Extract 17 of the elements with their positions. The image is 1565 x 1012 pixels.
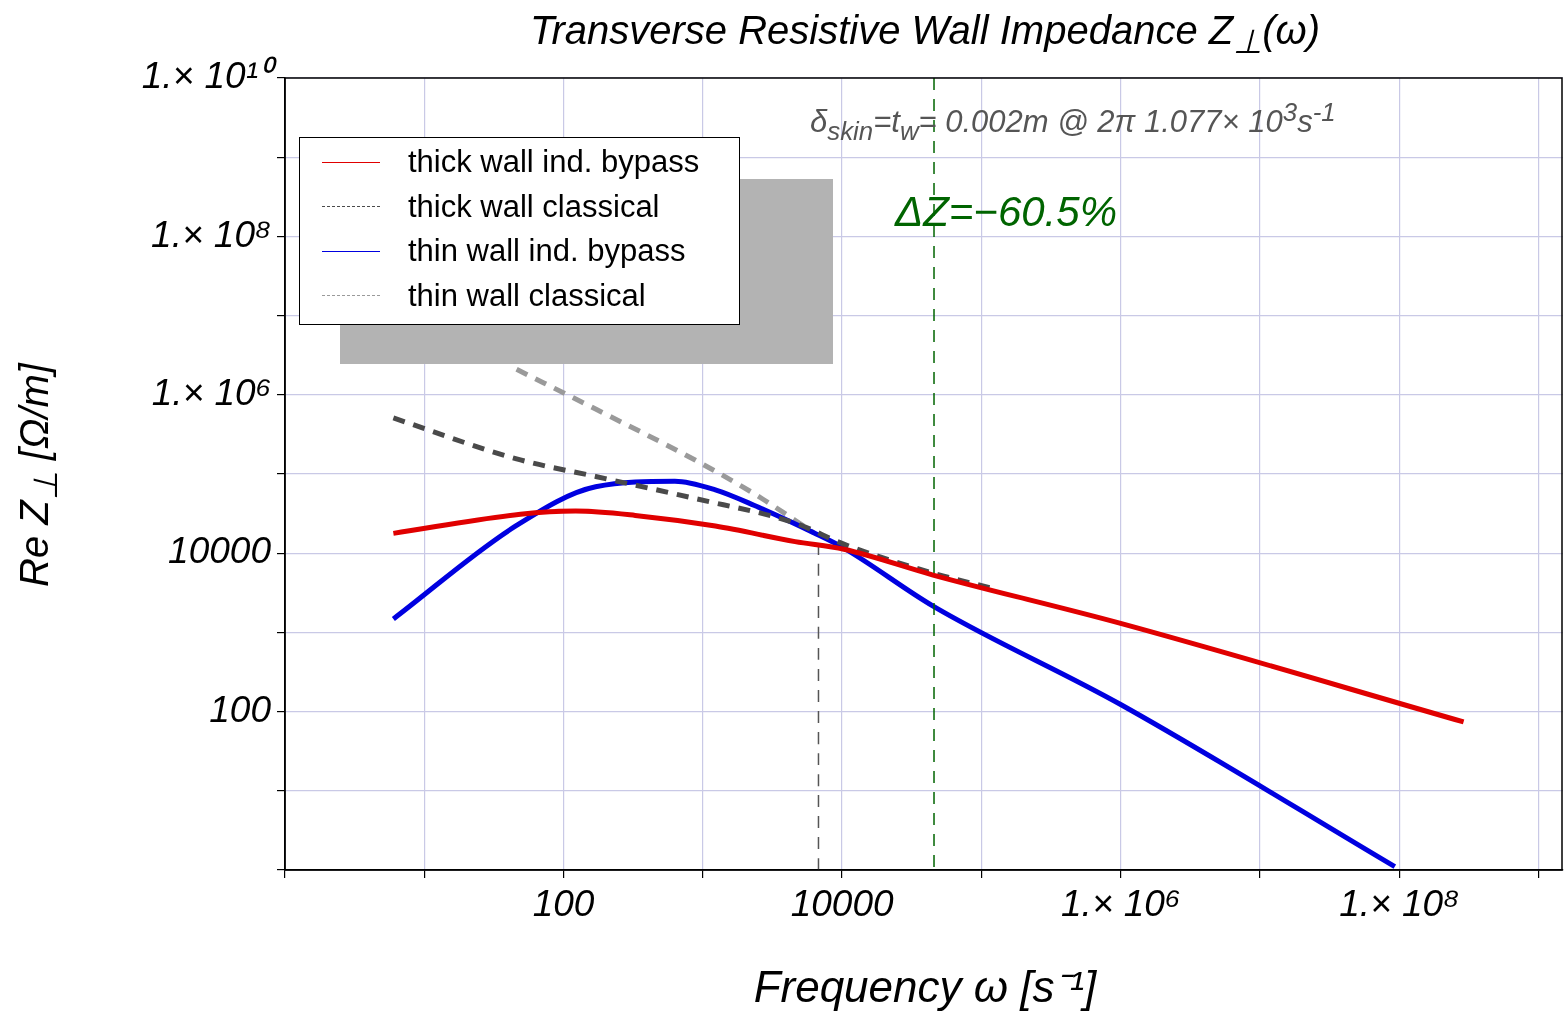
x-tick-label: 1.× 10⁶: [1061, 883, 1181, 925]
legend-label: thin wall classical: [408, 277, 646, 314]
y-tick-label: 1.× 10⁸: [151, 213, 271, 255]
x-axis-title: Frequency ω [s⁻¹]: [752, 961, 1098, 1012]
annotation: δ$_{skin}$=t$_{w}$= 0.002m @ 2π 1.077× 10$^{3}$s$^{-1}$: [810, 98, 1336, 146]
annotation: ΔZ=−60.5%: [895, 188, 1117, 236]
legend-label: thick wall ind. bypass: [408, 144, 700, 181]
legend-label: thick wall classical: [408, 188, 660, 225]
chart-title: Transverse Resistive Wall Impedance Z$_{⊥}$(ω): [529, 8, 1321, 61]
legend-label: thin wall ind. bypass: [408, 233, 686, 270]
y-tick-label: 10000: [168, 530, 272, 572]
y-tick-label: 100: [209, 688, 272, 730]
x-tick-label: 100: [532, 883, 595, 925]
y-tick-label: 1.× 10¹⁰: [141, 55, 278, 97]
x-tick-label: 1.× 10⁸: [1339, 883, 1460, 925]
y-tick-label: 1.× 10⁶: [151, 372, 271, 414]
x-tick-label: 10000: [790, 883, 894, 925]
